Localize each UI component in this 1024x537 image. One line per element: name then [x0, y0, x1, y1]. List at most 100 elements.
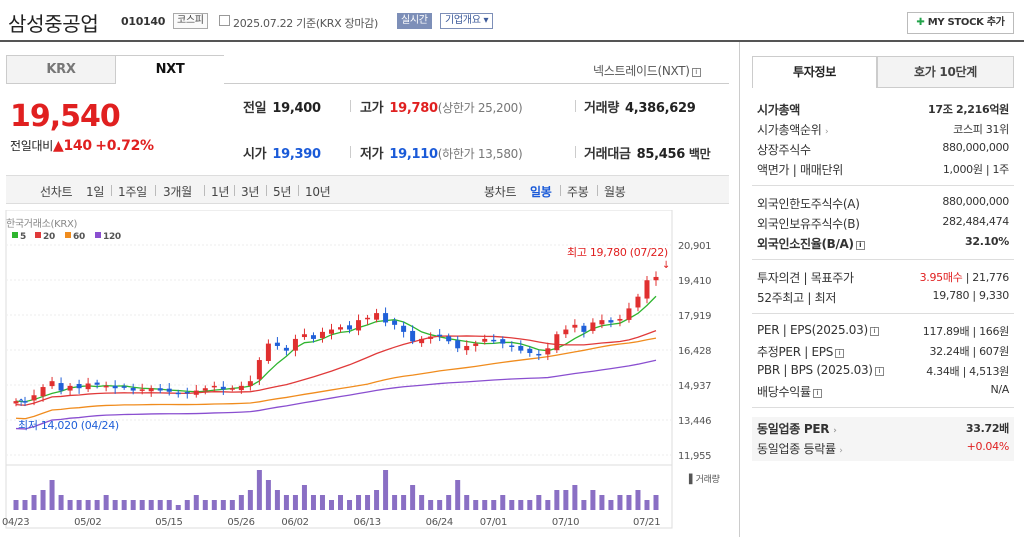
ma-line: [15, 330, 657, 406]
volume-bar: [22, 500, 28, 510]
daily-tab[interactable]: 일봉: [530, 185, 552, 199]
chart-frame: [5, 210, 673, 529]
info-icon: i: [855, 241, 865, 250]
volume-bar: [653, 495, 659, 510]
volume-bar: [473, 500, 479, 510]
volume-bar: [608, 500, 614, 510]
range-3m[interactable]: 3개월: [163, 185, 192, 199]
candle-body: [49, 381, 55, 387]
candle-body: [103, 385, 109, 388]
info-icon: i: [812, 389, 822, 398]
tab-orderbook[interactable]: 호가 10단계: [877, 56, 1014, 88]
chart-range-bar: 선차트 1일 1주일 3개월 1년 3년 5년 10년 봉차트 일봉 주봉 월봉: [6, 175, 729, 204]
candle-body: [437, 334, 443, 337]
pbr-row: PBR | BPS (2025.03) i 4.34배 | 4,513원: [757, 363, 1009, 378]
candle-body: [94, 382, 100, 385]
volume-bar: [428, 500, 434, 510]
my-stock-add-button[interactable]: ✚ MY STOCK 추가: [907, 12, 1014, 34]
candle-body: [644, 280, 650, 299]
stock-chart[interactable]: 20,901 19,410 17,919 16,428 14,937 13,446 11,9…: [0, 210, 735, 537]
candle-body: [509, 345, 515, 347]
candle-body: [338, 327, 344, 330]
volume-bar: [644, 500, 650, 510]
range-3y[interactable]: 3년: [241, 185, 260, 199]
low-price: 저가 19,110(하한가 13,580): [360, 147, 523, 162]
stock-header: 삼성중공업 010140 코스피 2025.07.22 기준(KRX 장마감) …: [0, 0, 1024, 42]
divider: [575, 146, 576, 158]
monthly-tab[interactable]: 월봉: [604, 185, 626, 199]
foreign-limit-row: 외국인한도주식수(A) 880,000,000: [757, 195, 1009, 211]
chevron-right-icon: ›: [839, 446, 843, 456]
x-tick-label: 06/24: [426, 517, 453, 528]
candle-body: [265, 343, 271, 361]
volume-bar: [365, 495, 371, 510]
info-icon: i: [691, 68, 701, 77]
line-chart-tab[interactable]: 선차트: [40, 185, 73, 199]
volume-bar: [491, 500, 497, 510]
volume-bar: [85, 500, 91, 510]
candle-body: [473, 343, 479, 346]
volume-bar: [509, 500, 515, 510]
candle-body: [365, 317, 371, 320]
candle-body: [157, 388, 163, 391]
volume-bar: [121, 500, 127, 510]
market-cap-row: 시가총액 17조 2,216억원: [757, 103, 1009, 117]
company-overview-button[interactable]: 기업개요 ▾: [440, 13, 494, 29]
candle-body: [590, 322, 596, 331]
market-cap-rank-row[interactable]: 시가총액순위 › 코스피 31위: [757, 123, 1009, 137]
candle-body: [356, 320, 362, 331]
dividend-row: 배당수익률 i N/A: [757, 383, 1009, 399]
realtime-badge[interactable]: 실시간: [397, 13, 432, 29]
52week-row: 52주최고 | 최저 19,780 | 9,330: [757, 289, 1009, 305]
candle-body: [121, 386, 127, 388]
divider: [575, 100, 576, 112]
candle-body: [374, 313, 380, 320]
range-1y[interactable]: 1년: [211, 185, 230, 199]
sector-per-row[interactable]: 동일업종 PER › 33.72배: [757, 422, 1009, 436]
tab-invest-info[interactable]: 투자정보: [752, 56, 877, 88]
listed-shares-row: 상장주식수 880,000,000: [757, 141, 1009, 157]
range-1d[interactable]: 1일: [86, 185, 105, 199]
nxt-link[interactable]: 넥스트레이드(NXT) i: [593, 62, 701, 79]
candle-body: [554, 334, 560, 351]
volume-bar: [274, 490, 280, 510]
ma-legend-label: 120: [103, 232, 121, 242]
candle-body: [527, 348, 533, 354]
volume-bar: [265, 480, 271, 510]
range-10y[interactable]: 10년: [305, 185, 331, 199]
candle-body: [283, 347, 289, 351]
x-tick-label: 05/15: [155, 517, 182, 528]
volume-bar: [175, 505, 181, 510]
volume-bar: [356, 495, 362, 510]
price-change: 전일대비▲140 +0.72%: [10, 137, 154, 154]
candle-body: [292, 338, 298, 351]
range-5y[interactable]: 5년: [273, 185, 292, 199]
volume-bar: [13, 500, 19, 510]
candle-chart-tab[interactable]: 봉차트: [484, 185, 517, 199]
x-tick-label: 06/02: [281, 517, 308, 528]
plus-icon: ✚: [916, 17, 928, 28]
current-price: 19,540: [10, 99, 121, 134]
volume: 거래량 4,386,629: [584, 101, 696, 116]
candle-body: [464, 345, 470, 351]
foreign-holding-row: 외국인보유주식수(B) 282,484,474: [757, 215, 1009, 231]
sector-change-row[interactable]: 동일업종 등락률 › +0.04%: [757, 440, 1009, 456]
change-pct: +0.72%: [95, 138, 154, 154]
candle-body: [76, 383, 82, 389]
x-tick-label: 06/13: [354, 517, 381, 528]
candle-body: [67, 385, 73, 391]
ma-legend-swatch: [95, 232, 101, 238]
tab-krx[interactable]: KRX: [7, 56, 116, 84]
weekly-tab[interactable]: 주봉: [567, 185, 589, 199]
tab-nxt[interactable]: NXT: [116, 56, 224, 84]
volume-bar: [310, 495, 316, 510]
candle-body: [608, 320, 614, 323]
volume-bar: [482, 500, 488, 510]
candle-body: [455, 340, 461, 349]
volume-bar: [31, 495, 37, 510]
candle-body: [130, 387, 136, 391]
candle-body: [536, 353, 542, 356]
y-tick-label: 14,937: [678, 381, 711, 392]
range-1w[interactable]: 1주일: [118, 185, 147, 199]
candle-body: [139, 389, 145, 391]
